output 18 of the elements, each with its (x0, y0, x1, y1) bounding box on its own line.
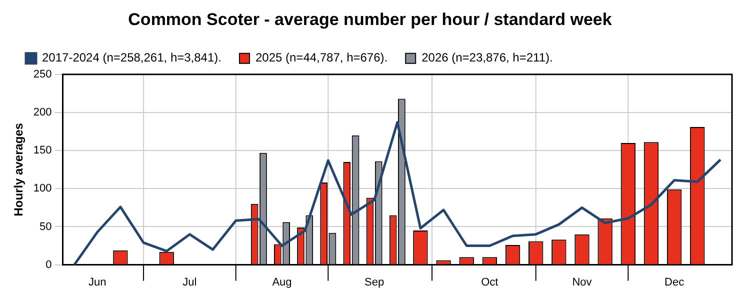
x-tick-label: Sep (364, 276, 384, 288)
x-tick-label: Dec (664, 276, 685, 288)
x-tick-label: Aug (272, 276, 292, 288)
y-tick-label: 150 (33, 144, 52, 157)
x-tick-label: Jul (182, 276, 197, 288)
x-tick-label: Oct (481, 276, 498, 288)
y-tick-label: 200 (33, 106, 52, 119)
y-tick-label: 100 (33, 182, 52, 195)
chart-title: Common Scoter - average number per hour / standard week (128, 10, 612, 29)
legend-label: 2017-2024 (n=258,261, h=3,841). (42, 50, 222, 65)
legend-label: 2025 (n=44,787, h=676). (255, 50, 388, 65)
legend-label: 2026 (n=23,876, h=211). (422, 50, 553, 65)
y-tick-label: 250 (33, 68, 52, 80)
x-tick-label: Jun (88, 276, 106, 288)
x-tick-label: Nov (572, 276, 592, 288)
y-tick-label: 50 (40, 220, 52, 233)
y-tick-label: 0 (46, 258, 52, 271)
y-axis-title: Hourly averages (12, 122, 26, 216)
